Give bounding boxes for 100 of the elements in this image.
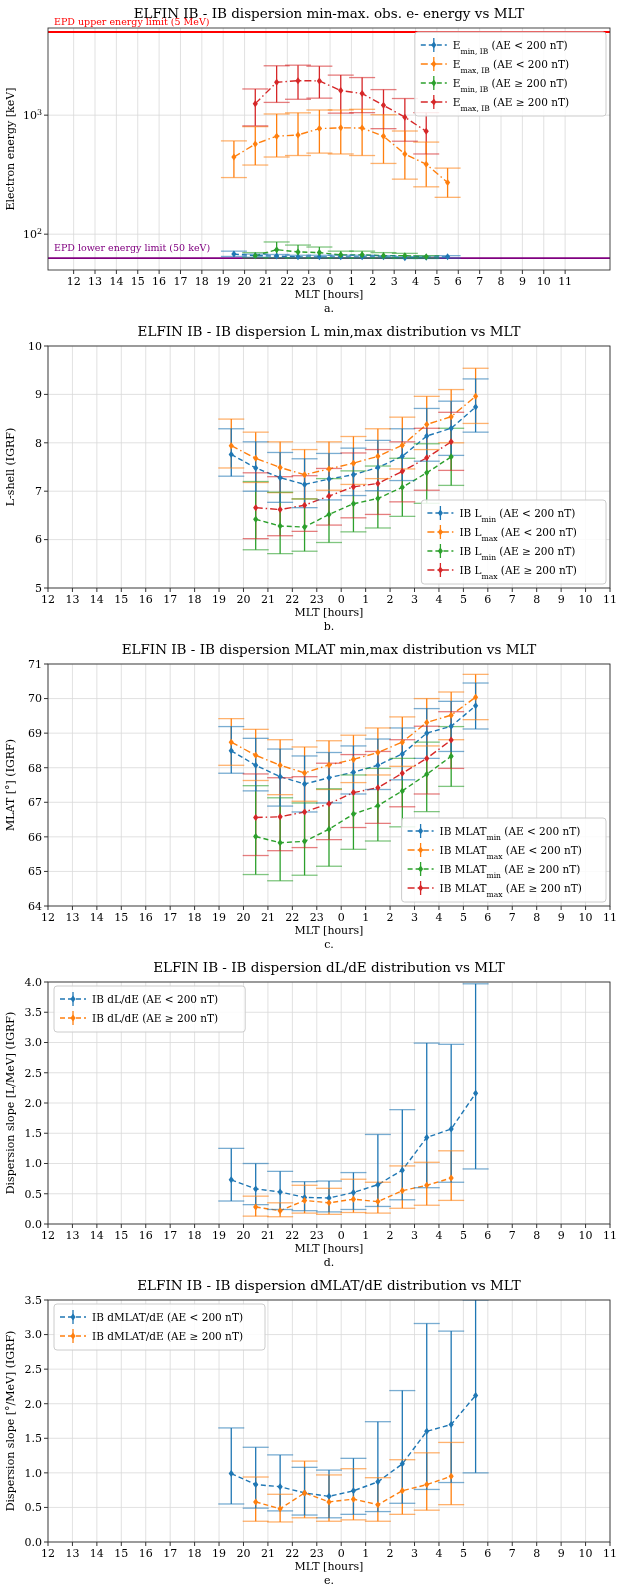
x-tick-label: 12 <box>41 1229 55 1242</box>
x-tick-label: 13 <box>65 593 80 606</box>
x-tick-label: 15 <box>130 275 145 288</box>
x-tick-label: 0 <box>337 593 345 606</box>
x-tick-label: 19 <box>212 1229 227 1242</box>
y-tick-label: 67 <box>28 796 42 810</box>
x-tick-label: 2 <box>386 593 394 606</box>
x-tick-label: 6 <box>484 911 492 924</box>
x-tick-label: 17 <box>163 593 178 606</box>
x-tick-label: 10 <box>578 593 593 606</box>
x-tick-label: 2 <box>386 1547 394 1560</box>
x-tick-label: 1 <box>362 911 370 924</box>
text: e. <box>323 1574 335 1587</box>
ref-line-label: EPD lower energy limit (50 keV) <box>54 242 211 254</box>
x-tick-label: 1 <box>362 1229 370 1242</box>
x-tick-label: 14 <box>109 275 124 288</box>
x-tick-label: 20 <box>236 1547 251 1560</box>
x-tick-label: 8 <box>533 1229 541 1242</box>
x-tick-label: 0 <box>337 1547 345 1560</box>
x-tick-label: 20 <box>237 275 252 288</box>
x-tick-label: 14 <box>89 1547 104 1560</box>
x-tick-label: 7 <box>476 275 484 288</box>
x-tick-label: 0 <box>337 1229 345 1242</box>
legend-label: E$_{max, IB}$ (AE ≥ 200 nT) <box>452 95 570 113</box>
y-tick-label: 2.5 <box>24 1066 42 1080</box>
x-tick-label: 16 <box>152 275 167 288</box>
y-tick-label: 2.0 <box>24 1096 42 1110</box>
text: a. <box>323 302 335 315</box>
x-tick-label: 22 <box>285 911 300 924</box>
y-tick-label: 1.0 <box>24 1157 42 1171</box>
x-tick-label: 18 <box>187 1547 202 1560</box>
y-tick-label: 3.0 <box>24 1036 42 1050</box>
x-axis-title: MLT [hours] <box>294 1242 364 1255</box>
y-tick-label: 7 <box>35 485 42 499</box>
x-tick-label: 5 <box>433 275 441 288</box>
y-tick-label: 1.5 <box>24 1127 42 1141</box>
x-tick-label: 5 <box>459 1547 467 1560</box>
x-tick-label: 23 <box>309 593 324 606</box>
x-tick-label: 8 <box>497 275 505 288</box>
x-tick-label: 6 <box>484 1229 492 1242</box>
x-tick-label: 18 <box>187 593 202 606</box>
legend-label: E$_{max, IB}$ (AE < 200 nT) <box>452 57 570 75</box>
x-tick-label: 12 <box>41 911 55 924</box>
x-tick-label: 12 <box>66 275 81 288</box>
x-tick-label: 3 <box>390 275 398 288</box>
x-tick-label: 17 <box>163 1229 178 1242</box>
x-tick-label: 11 <box>603 1547 617 1560</box>
x-tick-label: 17 <box>173 275 188 288</box>
x-tick-label: 12 <box>41 593 55 606</box>
x-tick-label: 15 <box>114 593 129 606</box>
y-tick-label: 10$^{3}$ <box>22 107 42 123</box>
y-axis-title: MLAT [°] (IGRF) <box>4 739 17 831</box>
x-tick-label: 20 <box>236 911 251 924</box>
x-tick-label: 9 <box>518 275 526 288</box>
y-tick-label: 0.0 <box>24 1217 42 1231</box>
legend-label: IB L$_{max}$ (AE ≥ 200 nT) <box>459 563 577 581</box>
legend-label: IB MLAT$_{max}$ (AE ≥ 200 nT) <box>439 881 582 899</box>
x-tick-label: 16 <box>138 593 153 606</box>
x-tick-label: 10 <box>578 911 593 924</box>
x-tick-label: 12 <box>41 1547 55 1560</box>
x-axis-title: MLT [hours] <box>294 1560 364 1573</box>
x-tick-label: 7 <box>508 1547 516 1560</box>
y-tick-label: 64 <box>28 899 42 913</box>
x-tick-label: 23 <box>301 275 316 288</box>
y-tick-label: 2.0 <box>24 1397 42 1411</box>
x-tick-label: 22 <box>285 1547 300 1560</box>
x-tick-label: 23 <box>309 1229 324 1242</box>
x-tick-label: 7 <box>508 1229 516 1242</box>
chart-title: ELFIN IB - IB dispersion dL/dE distribution vs MLT <box>153 959 505 975</box>
x-tick-label: 15 <box>114 1229 129 1242</box>
y-tick-label: 3.5 <box>24 1006 42 1020</box>
x-tick-label: 1 <box>347 275 355 288</box>
x-tick-label: 2 <box>369 275 377 288</box>
x-tick-label: 21 <box>260 593 275 606</box>
x-tick-label: 11 <box>603 593 617 606</box>
y-tick-label: 4.0 <box>24 975 42 989</box>
x-tick-label: 20 <box>236 1229 251 1242</box>
x-tick-label: 10 <box>536 275 551 288</box>
legend-label: IB MLAT$_{max}$ (AE < 200 nT) <box>439 843 582 861</box>
x-tick-label: 0 <box>326 275 334 288</box>
x-axis-title: MLT [hours] <box>294 924 364 937</box>
y-tick-label: 9 <box>35 388 42 402</box>
x-tick-label: 3 <box>411 911 419 924</box>
y-tick-label: 0.5 <box>24 1501 42 1515</box>
x-tick-label: 8 <box>533 593 541 606</box>
x-tick-label: 6 <box>484 1547 492 1560</box>
legend-label: IB MLAT$_{min}$ (AE < 200 nT) <box>439 824 581 842</box>
x-tick-label: 18 <box>187 911 202 924</box>
legend-label: IB L$_{min}$ (AE < 200 nT) <box>459 506 576 524</box>
y-axis-title: Dispersion slope [L/MeV] (IGRF) <box>4 1011 17 1195</box>
y-tick-label: 1.5 <box>24 1432 42 1446</box>
y-tick-label: 71 <box>28 657 42 671</box>
x-tick-label: 15 <box>114 1547 129 1560</box>
x-tick-label: 2 <box>386 911 394 924</box>
x-tick-label: 21 <box>258 275 273 288</box>
y-tick-label: 0.5 <box>24 1187 42 1201</box>
x-tick-label: 22 <box>285 1229 300 1242</box>
x-tick-label: 21 <box>260 1229 275 1242</box>
x-tick-label: 1 <box>362 1547 370 1560</box>
y-tick-label: 3.0 <box>24 1328 42 1342</box>
